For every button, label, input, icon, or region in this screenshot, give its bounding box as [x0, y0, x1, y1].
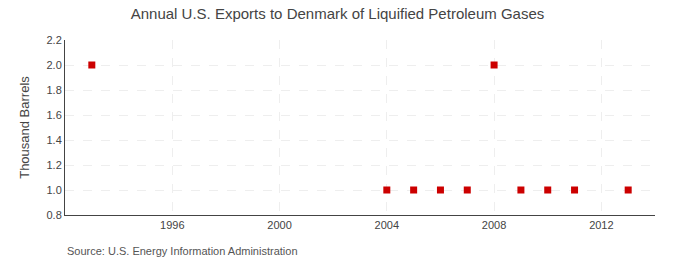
svg-text:2008: 2008: [482, 219, 506, 231]
svg-text:1.0: 1.0: [47, 184, 62, 196]
svg-text:Source: U.S. Energy Informatio: Source: U.S. Energy Information Administ…: [67, 245, 298, 257]
svg-text:Annual U.S. Exports to Denmark: Annual U.S. Exports to Denmark of Liquif…: [131, 5, 545, 22]
svg-text:Thousand Barrels: Thousand Barrels: [17, 76, 32, 179]
svg-text:2.0: 2.0: [47, 59, 62, 71]
svg-text:2.2: 2.2: [47, 34, 62, 46]
svg-text:1.4: 1.4: [47, 134, 62, 146]
svg-text:1.8: 1.8: [47, 84, 62, 96]
svg-text:2004: 2004: [375, 219, 399, 231]
svg-text:2000: 2000: [267, 219, 291, 231]
svg-text:1.6: 1.6: [47, 109, 62, 121]
svg-text:1.2: 1.2: [47, 159, 62, 171]
svg-text:0.8: 0.8: [47, 209, 62, 221]
svg-text:1996: 1996: [160, 219, 184, 231]
svg-text:2012: 2012: [589, 219, 613, 231]
